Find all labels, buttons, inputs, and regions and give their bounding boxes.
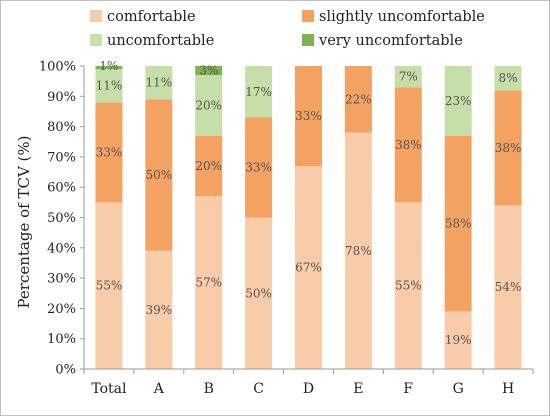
- bar-segment: [195, 196, 223, 369]
- bar-segment: [195, 135, 223, 197]
- data-label: 8%: [499, 71, 518, 85]
- x-axis: Total A B C D E F G H: [83, 368, 534, 397]
- data-label: 33%: [96, 145, 123, 159]
- bar-segment: [494, 205, 522, 369]
- x-category-label: H: [502, 381, 514, 397]
- bar-segment: [245, 217, 273, 369]
- bar-segment: [344, 66, 372, 133]
- y-tick-label: 100%: [39, 60, 76, 75]
- data-label: 50%: [145, 168, 172, 182]
- data-label: 78%: [345, 244, 372, 258]
- bars: [95, 66, 522, 369]
- y-tick-label: 10%: [47, 332, 76, 347]
- legend-label: comfortable: [107, 9, 196, 25]
- bar-segment: [295, 66, 322, 166]
- data-label: 3%: [199, 64, 218, 78]
- data-label: 50%: [245, 286, 272, 300]
- data-label: 39%: [145, 303, 172, 317]
- bar-segment: [494, 90, 522, 206]
- data-label: 58%: [445, 217, 472, 231]
- y-tick-label: 40%: [47, 241, 76, 256]
- y-tick-label: 90%: [47, 90, 76, 105]
- bar-segment: [95, 69, 123, 103]
- y-tick-label: 80%: [47, 120, 76, 135]
- legend-label: very uncomfortable: [318, 33, 463, 49]
- data-label: 23%: [445, 94, 472, 108]
- bar-segment: [95, 66, 123, 70]
- y-tick-label: 60%: [47, 181, 76, 196]
- legend-swatch: [302, 34, 314, 46]
- data-label: 17%: [245, 85, 272, 99]
- data-label: 57%: [195, 276, 222, 290]
- data-label: 33%: [295, 109, 322, 123]
- bar-segment: [145, 99, 173, 251]
- x-category-label: A: [153, 381, 165, 397]
- data-label: 7%: [399, 70, 418, 84]
- data-label: 19%: [445, 333, 472, 347]
- bar-segment: [95, 202, 123, 369]
- x-category-label: D: [303, 381, 314, 397]
- x-category-label: B: [204, 381, 214, 397]
- legend-label: slightly uncomfortable: [319, 9, 485, 25]
- data-label: 20%: [195, 98, 222, 112]
- y-tick-label: 70%: [47, 150, 76, 165]
- bar-segment: [245, 117, 273, 218]
- data-label: 55%: [395, 279, 422, 293]
- y-tick-label: 30%: [47, 272, 76, 287]
- bar-segment: [444, 135, 472, 312]
- data-label: 55%: [96, 279, 123, 293]
- data-label: 20%: [195, 159, 222, 173]
- legend-swatch: [90, 34, 102, 46]
- x-category-label: G: [453, 381, 464, 397]
- bar-segment: [494, 66, 522, 91]
- legend-swatch: [302, 10, 314, 22]
- legend-swatch: [90, 10, 102, 22]
- x-category-label: E: [353, 381, 363, 397]
- y-axis-title: Percentage of TCV (%): [15, 135, 33, 308]
- data-label: 33%: [245, 161, 272, 175]
- y-tick-label: 20%: [47, 302, 76, 317]
- bar-segment: [195, 66, 223, 76]
- bar-segment: [394, 202, 422, 369]
- bar-segment: [444, 66, 472, 136]
- bar-segment: [344, 132, 372, 369]
- segment-labels: 55% 33% 11% 1% 39% 50% 11% 57% 20% 20% 3% 50% 33% 17%…: [96, 59, 522, 347]
- data-label: 67%: [295, 260, 322, 274]
- bar-segment: [95, 102, 123, 203]
- data-label: 54%: [495, 280, 522, 294]
- data-label: 11%: [145, 76, 172, 90]
- legend-label: uncomfortable: [107, 33, 214, 49]
- data-label: 1%: [99, 59, 118, 73]
- bar-segment: [195, 75, 223, 136]
- bar-segment: [295, 165, 322, 369]
- data-label: 38%: [395, 138, 422, 152]
- y-tick-label: 0%: [55, 363, 76, 378]
- data-label: 11%: [96, 79, 123, 93]
- data-label: 38%: [495, 141, 522, 155]
- y-axis: 0% 10% 20% 30% 40% 50% 60% 70% 80% 90% 100%: [39, 60, 85, 378]
- data-label: 22%: [345, 92, 372, 106]
- bar-segment: [394, 87, 422, 203]
- legend: comfortable slightly uncomfortable uncomfo…: [90, 9, 485, 49]
- bar-segment: [444, 311, 472, 369]
- x-category-label: Total: [91, 381, 127, 397]
- x-category-label: C: [253, 381, 264, 397]
- bar-segment: [394, 66, 422, 88]
- bar-segment: [145, 250, 173, 369]
- x-category-label: F: [403, 381, 413, 397]
- bar-segment: [145, 66, 173, 100]
- y-tick-label: 50%: [47, 211, 76, 226]
- bar-segment: [245, 66, 273, 118]
